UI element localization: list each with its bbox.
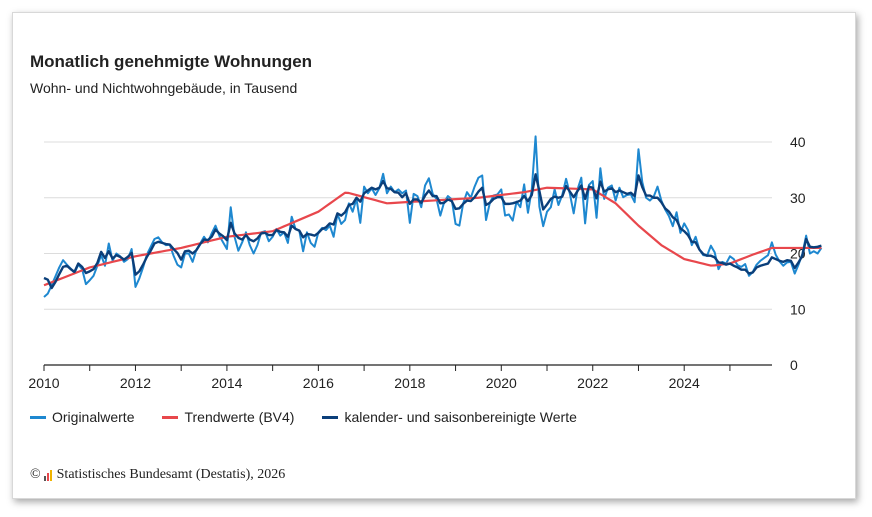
y-tick-label: 40: [790, 134, 806, 150]
series-trend-line: [43, 186, 822, 287]
destatis-logo-icon: [43, 469, 53, 481]
legend-item-original: Originalwerte: [30, 409, 134, 425]
y-tick-label: 30: [790, 190, 806, 206]
chart-title: Monatlich genehmigte Wohnungen: [30, 52, 313, 71]
x-tick-label: 2022: [577, 375, 608, 391]
legend-swatch-original: [30, 415, 46, 419]
series-original-line: [43, 135, 823, 298]
series-adjusted-line: [43, 173, 822, 290]
chart-subtitle: Wohn- und Nichtwohngebäude, in Tausend: [30, 80, 298, 96]
copyright-symbol: ©: [30, 467, 41, 482]
x-tick-label: 2010: [28, 375, 59, 391]
x-tick-label: 2018: [394, 375, 425, 391]
x-tick-label: 2014: [211, 375, 242, 391]
x-tick-label: 2024: [669, 375, 700, 391]
legend-label-adjusted: kalender- und saisonbereinigte Werte: [344, 409, 577, 425]
source-footer: © Statistisches Bundesamt (Destatis), 20…: [30, 467, 285, 483]
y-tick-label: 0: [790, 357, 798, 373]
legend-item-trend: Trendwerte (BV4): [162, 409, 294, 425]
x-tick-label: 2012: [120, 375, 151, 391]
y-tick-label: 10: [790, 301, 806, 317]
legend-label-original: Originalwerte: [52, 409, 135, 425]
x-tick-label: 2020: [486, 375, 517, 391]
legend-label-trend: Trendwerte (BV4): [184, 409, 295, 425]
legend-item-adjusted: kalender- und saisonbereinigte Werte: [322, 409, 577, 425]
legend-swatch-adjusted: [322, 415, 339, 419]
source-text: Statistisches Bundesamt (Destatis), 2026: [56, 467, 286, 482]
chart-legend: Originalwerte Trendwerte (BV4) kalender-…: [30, 409, 605, 425]
x-tick-label: 2016: [303, 375, 334, 391]
legend-swatch-trend: [162, 415, 179, 419]
